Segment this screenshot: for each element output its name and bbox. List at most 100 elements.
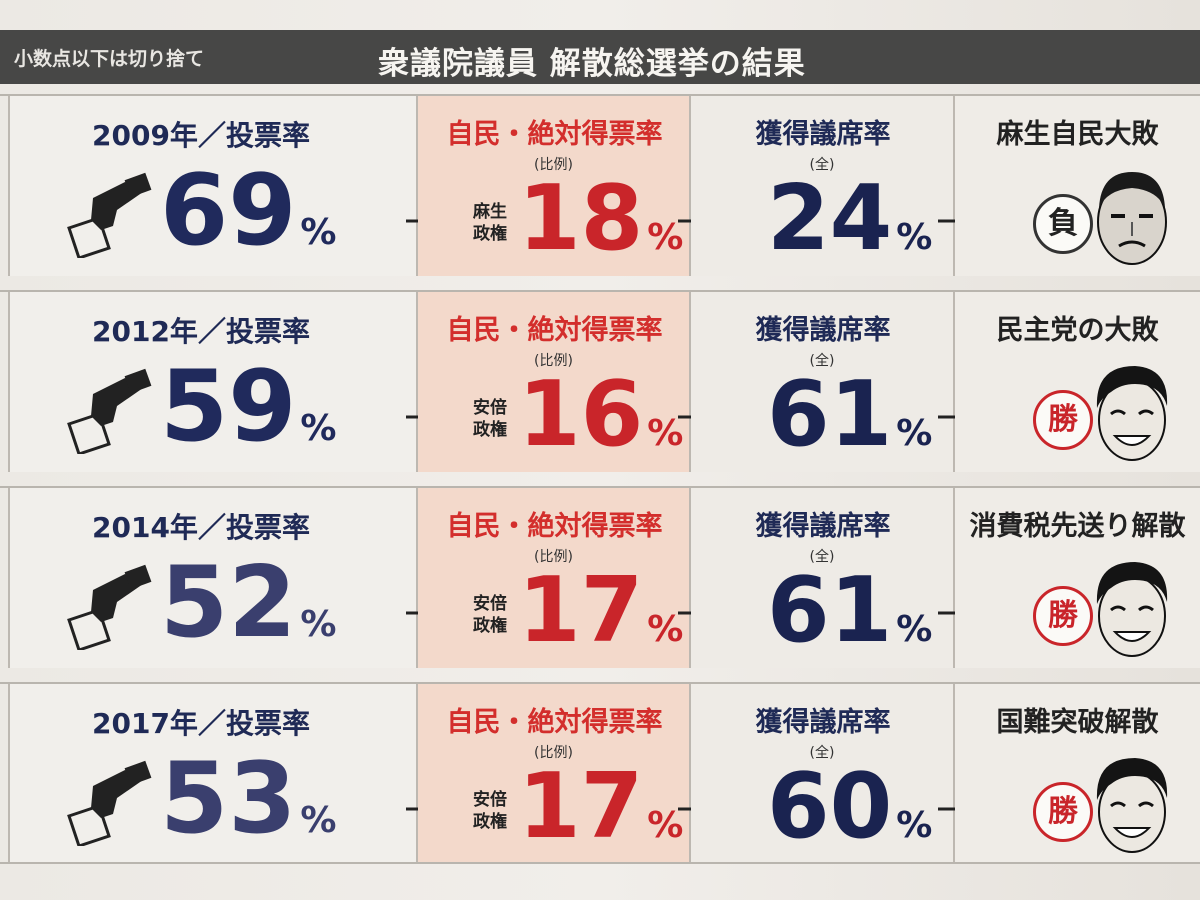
turnout-number: 69	[160, 154, 297, 268]
result-heading: 消費税先送り解散	[969, 511, 1186, 542]
ldp-subheading: (比例)	[534, 745, 573, 761]
turnout-number: 53	[160, 742, 297, 856]
seat-heading: 獲得議席率	[755, 315, 891, 346]
win-stamp: 勝	[1033, 586, 1093, 646]
politician-portrait	[1096, 562, 1168, 657]
ldp-vote-value: 16%	[518, 370, 683, 460]
seat-subheading: (全)	[809, 745, 835, 761]
government-name: 安倍	[473, 790, 507, 810]
result-heading: 民主党の大敗	[996, 315, 1159, 346]
government-label: 安倍 政権	[470, 397, 510, 441]
ballot-box-icon	[67, 760, 152, 846]
year-label: 2012年	[92, 315, 198, 348]
rounding-note: 小数点以下は切り捨て	[14, 48, 205, 70]
result-heading: 麻生自民大敗	[996, 119, 1159, 150]
ldp-heading: 自民・絶対得票率	[446, 119, 663, 150]
seat-rate-value: 61%	[767, 566, 932, 656]
turnout-heading: 2012年／投票率	[92, 310, 310, 350]
ldp-vote-cell: 自民・絶対得票率 (比例) 安倍 政権 16%	[418, 292, 691, 472]
turnout-cell: 2017年／投票率 53%	[8, 684, 418, 862]
ldp-vote-value: 18%	[518, 174, 683, 264]
loss-stamp: 負	[1033, 194, 1093, 254]
win-stamp: 勝	[1033, 782, 1093, 842]
turnout-value: 53%	[160, 750, 336, 848]
result-heading: 国難突破解散	[996, 707, 1159, 738]
government-suffix: 政権	[473, 224, 507, 244]
ldp-heading: 自民・絶対得票率	[446, 315, 663, 346]
ldp-vote-number: 16	[518, 362, 644, 467]
seat-subheading: (全)	[809, 157, 835, 173]
percent-sign: %	[896, 609, 933, 650]
turnout-number: 52	[160, 546, 297, 660]
turnout-heading: 2017年／投票率	[92, 702, 310, 742]
percent-sign: %	[647, 609, 684, 650]
turnout-value: 52%	[160, 554, 336, 652]
turnout-label: ／投票率	[197, 511, 310, 544]
seat-rate-number: 60	[767, 754, 893, 859]
ballot-box-icon	[67, 564, 152, 650]
seat-rate-cell: 獲得議席率 (全) 60%	[691, 684, 955, 862]
seat-rate-number: 24	[767, 166, 893, 271]
ballot-box-icon	[67, 368, 152, 454]
seat-heading: 獲得議席率	[755, 119, 891, 150]
result-cell: 民主党の大敗 勝	[955, 292, 1200, 472]
politician-portrait	[1096, 366, 1168, 461]
percent-sign: %	[647, 217, 684, 258]
seat-rate-number: 61	[767, 558, 893, 663]
government-suffix: 政権	[473, 420, 507, 440]
turnout-value: 69%	[160, 162, 336, 260]
seat-subheading: (全)	[809, 353, 835, 369]
turnout-label: ／投票率	[197, 119, 310, 152]
seat-heading: 獲得議席率	[755, 707, 891, 738]
ldp-vote-cell: 自民・絶対得票率 (比例) 安倍 政権 17%	[418, 488, 691, 668]
result-cell: 国難突破解散 勝	[955, 684, 1200, 862]
win-stamp: 勝	[1033, 390, 1093, 450]
table-row: 2009年／投票率 69% 自民・絶対得票率 (比例) 麻生 政権 18%	[0, 94, 1200, 276]
turnout-cell: 2009年／投票率 69%	[8, 96, 418, 276]
ldp-heading: 自民・絶対得票率	[446, 511, 663, 542]
ldp-vote-number: 17	[518, 558, 644, 663]
turnout-heading: 2014年／投票率	[92, 506, 310, 546]
politician-portrait	[1097, 172, 1167, 265]
percent-sign: %	[300, 212, 337, 253]
table-row: 2017年／投票率 53% 自民・絶対得票率 (比例) 安倍 政権 17%	[0, 682, 1200, 864]
government-name: 麻生	[473, 202, 507, 222]
turnout-cell: 2014年／投票率 52%	[8, 488, 418, 668]
ldp-vote-cell: 自民・絶対得票率 (比例) 麻生 政権 18%	[418, 96, 691, 276]
percent-sign: %	[896, 217, 933, 258]
seat-heading: 獲得議席率	[755, 511, 891, 542]
percent-sign: %	[896, 413, 933, 454]
percent-sign: %	[300, 408, 337, 449]
year-label: 2017年	[92, 707, 198, 740]
government-name: 安倍	[473, 594, 507, 614]
government-name: 安倍	[473, 398, 507, 418]
percent-sign: %	[896, 805, 933, 846]
percent-sign: %	[300, 604, 337, 645]
ldp-subheading: (比例)	[534, 353, 573, 369]
government-label: 安倍 政権	[470, 593, 510, 637]
seat-rate-value: 24%	[767, 174, 932, 264]
ldp-heading: 自民・絶対得票率	[446, 707, 663, 738]
turnout-number: 59	[160, 350, 297, 464]
ldp-subheading: (比例)	[534, 549, 573, 565]
politician-portrait	[1096, 758, 1168, 853]
ldp-vote-cell: 自民・絶対得票率 (比例) 安倍 政権 17%	[418, 684, 691, 862]
percent-sign: %	[647, 413, 684, 454]
ldp-vote-value: 17%	[518, 762, 683, 852]
seat-rate-cell: 獲得議席率 (全) 61%	[691, 292, 955, 472]
table-row: 2014年／投票率 52% 自民・絶対得票率 (比例) 安倍 政権 17%	[0, 486, 1200, 668]
ldp-vote-value: 17%	[518, 566, 683, 656]
turnout-label: ／投票率	[197, 315, 310, 348]
turnout-label: ／投票率	[197, 707, 310, 740]
seat-rate-cell: 獲得議席率 (全) 24%	[691, 96, 955, 276]
government-suffix: 政権	[473, 812, 507, 832]
turnout-cell: 2012年／投票率 59%	[8, 292, 418, 472]
seat-rate-cell: 獲得議席率 (全) 61%	[691, 488, 955, 668]
ldp-vote-number: 17	[518, 754, 644, 859]
header-bar: 小数点以下は切り捨て 衆議院議員 解散総選挙の結果	[0, 30, 1200, 84]
ldp-subheading: (比例)	[534, 157, 573, 173]
result-cell: 麻生自民大敗 負	[955, 96, 1200, 276]
year-label: 2009年	[92, 119, 198, 152]
government-label: 麻生 政権	[470, 201, 510, 245]
